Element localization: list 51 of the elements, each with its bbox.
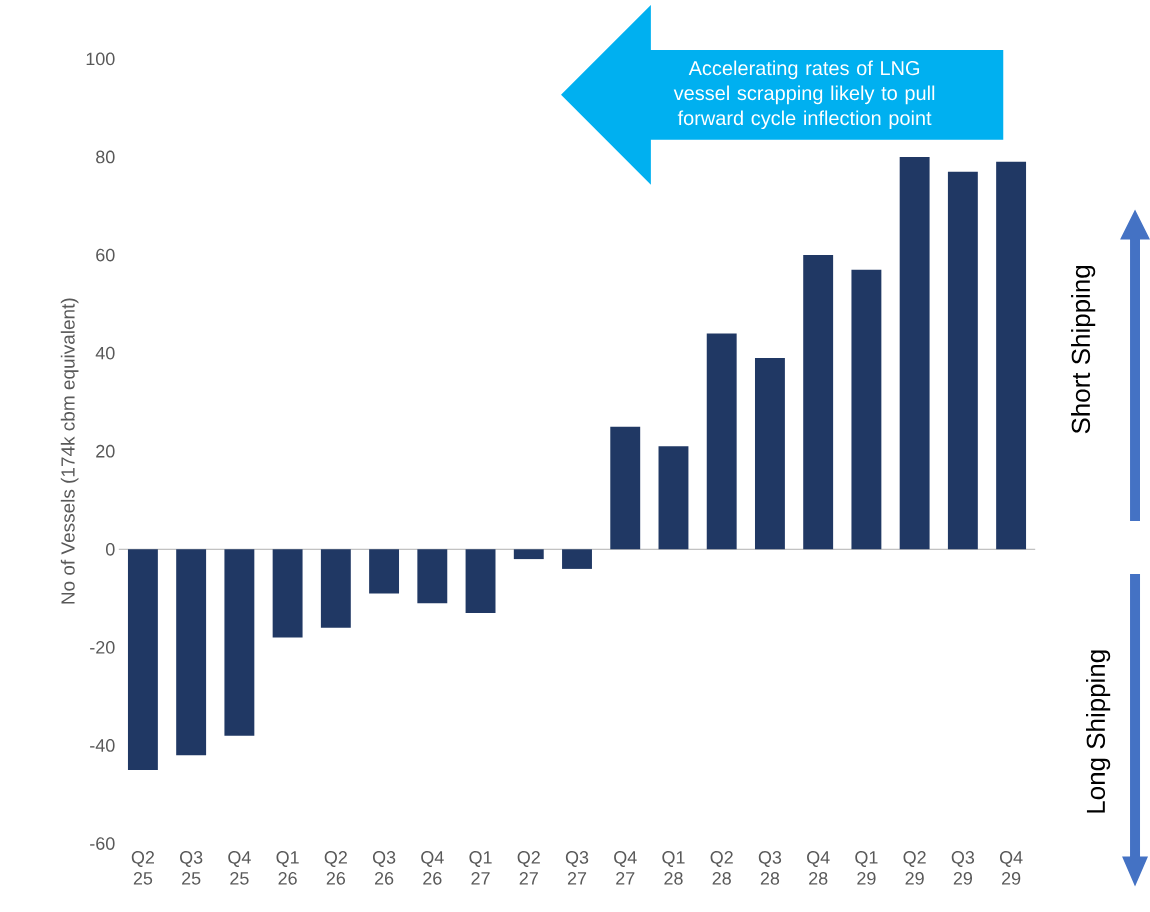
- bar: [610, 426, 641, 550]
- bar: [224, 549, 255, 736]
- x-tick-label: Q4 25: [228, 850, 251, 885]
- bar: [899, 156, 930, 550]
- y-tick-label: 0: [105, 542, 115, 556]
- bar: [851, 269, 882, 550]
- x-tick-label: Q3 29: [951, 850, 975, 885]
- bar: [320, 549, 351, 628]
- bar: [947, 171, 978, 550]
- text: Short Shipping: [1071, 265, 1096, 434]
- x-tick-label: Q2 29: [903, 850, 926, 885]
- x-tick-label: Q3 26: [372, 850, 396, 885]
- x-tick-label: Q2 25: [131, 850, 154, 885]
- x-tick-label: Q4 27: [614, 850, 637, 885]
- bar: [417, 549, 448, 604]
- y-tick-label: 20: [96, 444, 115, 458]
- bar: [706, 333, 737, 550]
- x-tick-label: Q1 27: [469, 850, 492, 885]
- x-tick-label: Q4 28: [807, 850, 830, 885]
- y-tick-label: -20: [90, 640, 115, 654]
- annotation: Accelerating rates of LNG vessel scrapping likely to pull forward cycle inflection point: [673, 60, 935, 129]
- x-tick-label: Q3 27: [565, 850, 589, 885]
- bar: [127, 549, 158, 770]
- bar: [513, 549, 544, 559]
- y-tick-label: 40: [95, 346, 115, 360]
- bar: [658, 446, 689, 550]
- bar: [369, 549, 400, 594]
- x-tick-label: Q2 27: [517, 850, 540, 885]
- bar: [465, 549, 496, 613]
- bar: [803, 254, 834, 550]
- x-tick-label: Q2 28: [710, 850, 733, 885]
- x-tick-label: Q4 26: [421, 850, 444, 885]
- y-tick-label: 80: [96, 150, 115, 164]
- x-tick-label: Q4 29: [999, 850, 1023, 885]
- text: Long Shipping: [1086, 650, 1111, 813]
- x-tick-label: Q3 25: [180, 850, 203, 885]
- y-tick-label: -40: [90, 738, 115, 752]
- bar: [996, 161, 1027, 550]
- y-tick-label: 60: [96, 248, 115, 262]
- x-tick-label: Q1 28: [662, 850, 685, 885]
- y-tick-label: -60: [90, 836, 115, 850]
- x-tick-label: Q3 28: [758, 850, 782, 885]
- bar: [562, 549, 592, 569]
- y-axis-title: No of Vessels (174k cbm equivalent): [60, 298, 79, 604]
- bar: [176, 549, 207, 756]
- x-tick-label: Q1 29: [855, 850, 878, 885]
- bar: [272, 549, 303, 638]
- y-tick-label: 100: [86, 52, 115, 66]
- bar: [754, 357, 785, 550]
- x-tick-label: Q2 26: [324, 850, 347, 885]
- x-tick-label: Q1 26: [276, 850, 299, 885]
